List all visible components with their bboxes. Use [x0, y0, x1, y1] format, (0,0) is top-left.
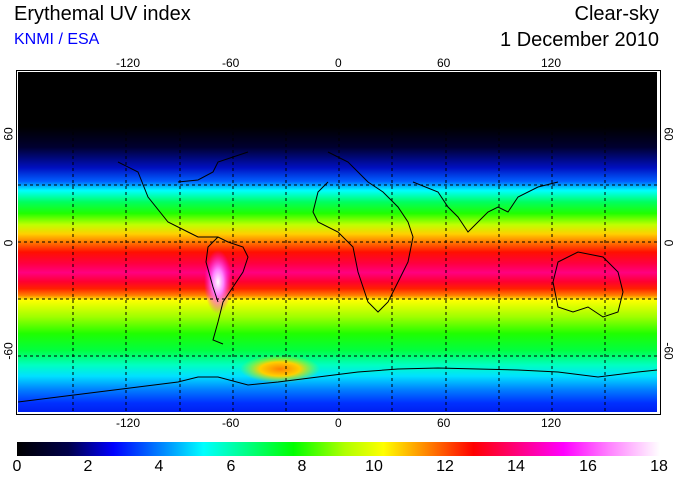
map-title: Erythemal UV index	[14, 3, 191, 25]
lat-tick-left: 0	[1, 239, 16, 247]
lat-tick-right: 0	[661, 239, 676, 247]
map-frame	[16, 70, 661, 415]
lon-tick-bottom: 60	[437, 416, 451, 430]
lon-tick-top: -60	[222, 56, 240, 70]
colorbar	[17, 442, 660, 456]
lon-tick-bottom: -120	[116, 416, 141, 430]
colorbar-tick: 16	[579, 458, 597, 475]
lon-tick-bottom: -60	[222, 416, 240, 430]
colorbar-tick: 2	[83, 458, 93, 475]
colorbar-tick: 4	[154, 458, 164, 475]
colorbar-tick: 6	[226, 458, 236, 475]
lat-tick-right: 60	[661, 127, 676, 141]
date-label: 1 December 2010	[500, 29, 659, 51]
colorbar-tick: 14	[507, 458, 525, 475]
lon-tick-top: 120	[541, 56, 562, 70]
colorbar-tick: 12	[436, 458, 454, 475]
lat-tick-left: 60	[1, 127, 16, 141]
sky-mode-label: Clear-sky	[574, 3, 659, 25]
colorbar-tick: 0	[12, 458, 22, 475]
colorbar-tick: 8	[297, 458, 307, 475]
lat-tick-right: -60	[661, 342, 676, 360]
credit-label: KNMI / ESA	[14, 31, 100, 48]
uv-heatmap	[18, 72, 657, 412]
lon-tick-bottom: 0	[335, 416, 342, 430]
colorbar-tick: 18	[650, 458, 668, 475]
uv-index-map[interactable]	[18, 72, 657, 412]
colorbar-tick: 10	[365, 458, 383, 475]
lon-tick-top: -120	[116, 56, 141, 70]
lon-tick-bottom: 120	[541, 416, 562, 430]
lon-tick-top: 0	[335, 56, 342, 70]
lat-tick-left: -60	[1, 342, 16, 360]
lon-tick-top: 60	[437, 56, 451, 70]
